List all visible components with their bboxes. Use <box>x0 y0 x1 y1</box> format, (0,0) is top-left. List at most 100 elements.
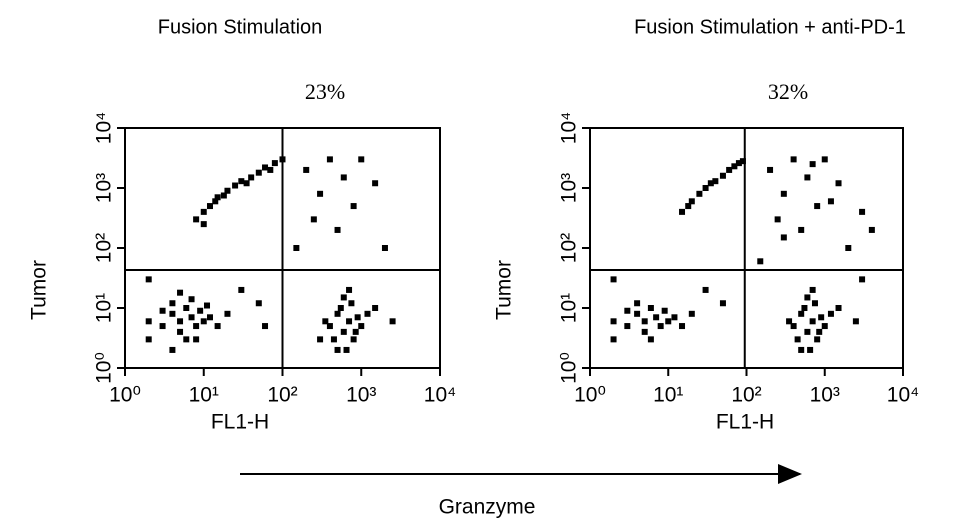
event-dot <box>346 286 353 293</box>
event-dot <box>145 336 152 343</box>
y-tick-label: 10³ <box>558 173 581 203</box>
event-dot <box>809 286 816 293</box>
y-tick-label: 10¹ <box>558 293 581 323</box>
event-dot <box>206 203 213 210</box>
y-tick-label: 10⁴ <box>93 112 116 144</box>
event-dot <box>809 161 816 168</box>
event-dot <box>389 318 396 325</box>
event-dot <box>381 245 388 251</box>
x-tick-label: 10⁰ <box>109 384 141 407</box>
x-axis-label: FL1-H <box>211 411 269 434</box>
event-dot <box>665 318 672 325</box>
event-dot <box>354 314 361 321</box>
event-dot <box>343 346 350 353</box>
y-axis-label: Tumor <box>28 260 51 320</box>
event-dot <box>145 276 152 283</box>
event-dot <box>358 323 365 330</box>
x-tick-label: 10¹ <box>653 384 683 407</box>
event-dot <box>790 156 797 163</box>
event-dot <box>330 336 337 343</box>
event-dot <box>814 203 821 210</box>
event-dot <box>255 300 262 307</box>
percent-label: 32% <box>768 79 808 104</box>
event-dot <box>707 180 714 187</box>
event-dot <box>610 336 617 343</box>
event-dot <box>340 294 347 301</box>
event-dot <box>177 318 184 325</box>
event-dot <box>827 310 834 317</box>
event-dot <box>212 198 219 205</box>
event-dot <box>214 323 221 330</box>
event-dot <box>786 318 793 325</box>
event-dot <box>200 318 207 325</box>
event-dot <box>610 276 617 283</box>
event-dot <box>821 323 828 330</box>
event-dot <box>868 226 875 233</box>
event-dot <box>641 318 648 325</box>
event-dot <box>661 307 668 314</box>
event-dot <box>780 234 787 241</box>
event-dot <box>255 169 262 176</box>
y-tick-label: 10⁰ <box>558 352 581 384</box>
event-dot <box>624 323 631 330</box>
event-dot <box>798 346 805 353</box>
event-dot <box>688 310 695 317</box>
event-dot <box>188 314 195 321</box>
event-dot <box>688 198 695 205</box>
y-tick-label: 10¹ <box>93 293 116 323</box>
event-dot <box>702 185 709 191</box>
event-dot <box>169 310 176 317</box>
event-dot <box>821 156 828 163</box>
x-tick-label: 10⁴ <box>424 384 456 407</box>
event-dot <box>271 160 278 167</box>
x-tick-label: 10³ <box>346 384 376 407</box>
event-dot <box>352 328 359 335</box>
event-dot <box>177 328 184 335</box>
event-dot <box>262 164 269 171</box>
event-dot <box>317 190 324 197</box>
event-dot <box>334 226 341 233</box>
event-dot <box>303 166 310 173</box>
event-dot <box>814 336 821 343</box>
event-dot <box>145 318 152 325</box>
event-dot <box>712 178 719 185</box>
event-dot <box>310 216 317 223</box>
event-dot <box>780 190 787 197</box>
event-dot <box>804 328 811 335</box>
plot-frame <box>589 127 904 369</box>
event-dot <box>818 314 825 321</box>
event-dot <box>204 302 211 309</box>
event-dot <box>859 208 866 215</box>
event-dot <box>735 160 742 167</box>
event-dot <box>811 300 818 307</box>
event-dot <box>358 156 365 163</box>
event-dot <box>350 336 357 343</box>
event-dot <box>798 310 805 317</box>
event-dot <box>671 314 678 321</box>
event-dot <box>835 305 842 311</box>
event-dot <box>193 336 200 343</box>
event-dot <box>816 328 823 335</box>
event-dot <box>206 314 213 321</box>
event-dot <box>852 318 859 325</box>
event-dot <box>634 300 641 307</box>
event-dot <box>739 158 746 165</box>
event-dot <box>262 323 269 330</box>
event-dot <box>214 194 221 201</box>
event-dot <box>767 166 774 173</box>
event-dot <box>696 190 703 197</box>
event-dot <box>790 323 797 330</box>
event-dot <box>193 323 200 330</box>
event-dot <box>200 221 207 228</box>
event-dot <box>798 226 805 233</box>
event-dot <box>267 166 274 173</box>
event-dot <box>220 192 227 199</box>
event-dot <box>334 346 341 353</box>
x-tick-label: 10³ <box>810 384 840 407</box>
event-dot <box>340 328 347 335</box>
x-axis-label: FL1-H <box>716 411 774 434</box>
event-dot <box>372 180 379 187</box>
event-dot <box>859 276 866 283</box>
event-dot <box>293 245 300 251</box>
